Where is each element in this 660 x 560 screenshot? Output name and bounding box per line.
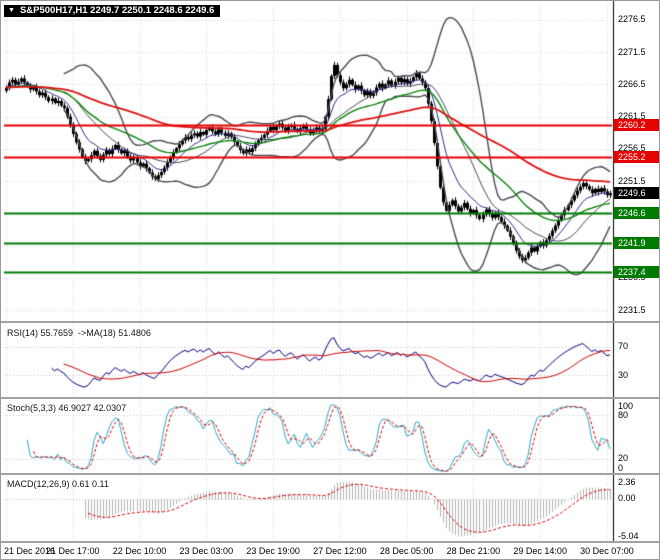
- rsi-indicator-label: RSI(14) 55.7659 ->MA(18) 51.4806: [7, 328, 151, 338]
- y-axis-tick-label: 2261.5: [618, 111, 646, 122]
- y-axis-tick-label: 2231.5: [618, 304, 646, 315]
- x-axis-tick-label: 27 Dec 12:00: [313, 546, 367, 556]
- rsi-scale-label: 30: [618, 369, 629, 380]
- x-axis-tick-label: 22 Dec 10:00: [112, 546, 167, 556]
- price-line-badge: 2241.9: [614, 236, 659, 249]
- price-line-badge: 2260.2: [614, 118, 659, 131]
- stoch-scale-label: 0: [618, 463, 624, 473]
- stoch-scale-label: 80: [618, 409, 629, 420]
- x-axis-tick-label: 29 Dec 14:00: [513, 546, 567, 556]
- y-axis-tick-label: 2276.5: [618, 14, 646, 25]
- symbol-dropdown-icon: ▼: [8, 7, 15, 14]
- panel-separator-rsi[interactable]: [1, 321, 659, 323]
- x-axis-tick-label: 28 Dec 21:00: [446, 546, 501, 556]
- panel-separator-macd[interactable]: [1, 473, 659, 475]
- y-axis-tick-label: 2266.5: [618, 78, 646, 89]
- stoch-scale-label: 20: [618, 453, 629, 464]
- macd-scale-label: 0.00: [618, 493, 636, 504]
- price-line-badge: 2237.4: [614, 265, 659, 278]
- chart-title-overlay: ▼ S&P500H17,H1 2249.7 2250.1 2248.6 2249…: [4, 5, 221, 17]
- macd-scale-label: -5.04: [618, 531, 639, 541]
- x-axis-tick-label: 21 Dec 2016: [4, 546, 56, 556]
- current-price-badge: 2249.6: [614, 187, 659, 200]
- macd-indicator-label: MACD(12,26,9) 0.61 0.11: [7, 479, 109, 489]
- rsi-scale-label: 70: [618, 341, 629, 352]
- panel-separator-timeline: [1, 541, 659, 543]
- x-axis-tick-label: 23 Dec 03:00: [179, 546, 234, 556]
- x-axis-tick-label: 23 Dec 19:00: [246, 546, 300, 556]
- stoch-scale-label: 100: [618, 401, 634, 411]
- y-axis-tick-label: 2256.5: [618, 143, 646, 154]
- x-axis-tick-label: 21 Dec 17:00: [45, 546, 100, 556]
- stoch-indicator-label: Stoch(5,3,3) 46.9027 42.0307: [7, 403, 127, 413]
- x-axis-tick-label: 28 Dec 05:00: [379, 546, 434, 556]
- x-axis-tick-label: 30 Dec 07:00: [580, 546, 634, 556]
- panel-separator-stoch[interactable]: [1, 397, 659, 399]
- y-axis-tick-label: 2271.5: [618, 46, 646, 57]
- symbol-ohlc-text: S&P500H17,H1 2249.7 2250.1 2248.6 2249.6: [19, 5, 215, 16]
- macd-scale-label: 2.36: [618, 477, 636, 487]
- price-line-badge: 2255.2: [614, 151, 659, 164]
- y-axis-tick-label: 2251.5: [618, 175, 646, 186]
- price-line-badge: 2246.6: [614, 206, 659, 219]
